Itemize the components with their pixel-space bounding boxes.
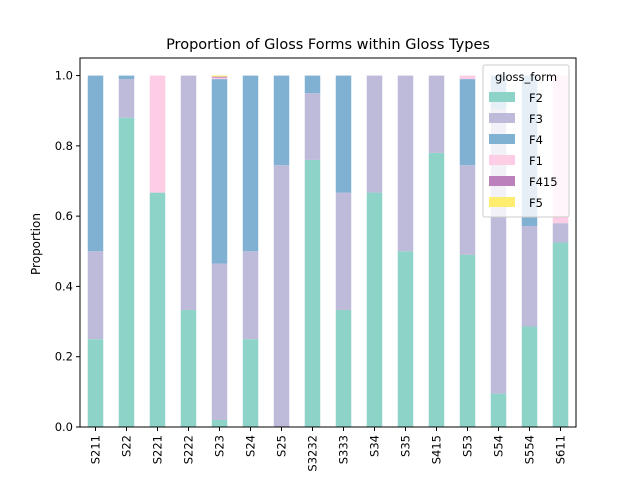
bar-segment-S3232-F2 (304, 159, 321, 427)
plot-frame (79, 57, 577, 428)
bar-segment-S24-F4 (242, 75, 259, 252)
bar-segment-S3232-F3 (304, 93, 321, 160)
bar-segment-S35-F3 (397, 75, 414, 252)
bar-segment-S3232-F4 (304, 75, 321, 94)
y-tick-label: 0.8 (55, 139, 73, 153)
bar-segment-S53-F4 (459, 79, 476, 166)
y-tick-label: 0.2 (55, 350, 73, 364)
bar-segment-S23-F2 (211, 419, 228, 427)
bar-segment-S554-F3 (521, 225, 538, 327)
legend-swatch-F1 (489, 155, 515, 165)
x-tick-label: S3232 (306, 435, 320, 472)
bar-segment-S23-F4 (211, 79, 228, 264)
bar-segment-S35-F2 (397, 251, 414, 427)
bar-segment-S221-F1 (149, 75, 166, 193)
x-tick-label: S221 (151, 435, 165, 464)
bar-segment-S333-F2 (335, 309, 352, 427)
bar-segment-S23-F5 (211, 75, 228, 77)
legend-label-F2: F2 (529, 91, 543, 105)
legend: gloss_form F2 F3 F4 F1 F415 F5 (482, 64, 570, 218)
legend-label-F1: F1 (529, 154, 543, 168)
bar-segment-S333-F4 (335, 75, 352, 193)
bar-segment-S53-F1 (459, 75, 476, 80)
bar-segment-S554-F2 (521, 326, 538, 427)
y-tick-label: 0.4 (55, 279, 73, 293)
bar-segment-S23-F3 (211, 263, 228, 420)
x-tick-label: S34 (368, 435, 382, 457)
bar-segment-S211-F2 (87, 339, 104, 427)
x-tick-label: S22 (120, 435, 134, 457)
legend-title: gloss_form (495, 70, 557, 84)
bar-segment-S34-F2 (366, 192, 383, 427)
bar-segment-S25-F3 (273, 165, 290, 427)
y-tick-label: 0.6 (55, 209, 73, 223)
bar-segment-S211-F3 (87, 251, 104, 340)
bar-segment-S211-F4 (87, 75, 104, 252)
x-tick-label: S211 (89, 435, 103, 464)
bar-segment-S222-F2 (180, 309, 197, 427)
axes-group: 0.0 0.2 0.4 0.6 0.8 1.0 S211 S22 S221 S222 S23 S24 S… (55, 57, 577, 472)
legend-swatch-F415 (489, 176, 515, 186)
bar-segment-S221-F2 (149, 192, 166, 427)
legend-swatch-F3 (489, 113, 515, 123)
y-axis-label: Proportion (29, 213, 43, 275)
legend-label-F415: F415 (529, 175, 558, 189)
bar-segment-S53-F2 (459, 254, 476, 427)
chart-title: Proportion of Gloss Forms within Gloss T… (166, 37, 490, 53)
x-tick-label: S222 (182, 435, 196, 464)
legend-swatch-F5 (489, 197, 515, 207)
y-tick-label: 0.0 (55, 420, 73, 434)
legend-swatch-F4 (489, 134, 515, 144)
legend-label-F5: F5 (529, 196, 543, 210)
legend-label-F3: F3 (529, 112, 543, 126)
bar-segment-S415-F2 (428, 152, 445, 427)
bar-segment-S611-F3 (552, 223, 569, 243)
bars-group (87, 75, 569, 427)
bar-segment-S24-F2 (242, 339, 259, 427)
bar-segment-S34-F3 (366, 75, 383, 193)
x-tick-label: S333 (337, 435, 351, 464)
bar-segment-S611-F2 (552, 242, 569, 427)
legend-label-F4: F4 (529, 133, 543, 147)
x-tick-label: S23 (213, 435, 227, 457)
x-tick-label: S24 (244, 435, 258, 457)
legend-swatch-F2 (489, 92, 515, 102)
bar-segment-S23-F1 (211, 77, 228, 80)
x-tick-label: S554 (523, 435, 537, 464)
bar-segment-S22-F4 (118, 75, 135, 80)
x-tick-label: S25 (275, 435, 289, 457)
bar-segment-S23-F415 (211, 76, 228, 78)
bar-segment-S53-F3 (459, 165, 476, 255)
x-tick-label: S35 (399, 435, 413, 457)
x-tick-label: S54 (492, 435, 506, 457)
bar-segment-S22-F3 (118, 79, 135, 118)
bar-segment-S24-F3 (242, 251, 259, 340)
bar-segment-S54-F2 (490, 393, 507, 427)
bar-segment-S333-F3 (335, 192, 352, 310)
bar-segment-S25-F4 (273, 75, 290, 166)
bar-segment-S22-F2 (118, 117, 135, 427)
x-tick-label: S415 (430, 435, 444, 464)
bar-segment-S415-F3 (428, 75, 445, 153)
x-tick-label: S53 (461, 435, 475, 457)
bar-segment-S222-F3 (180, 75, 197, 310)
y-tick-label: 1.0 (55, 69, 73, 83)
x-tick-label: S611 (554, 435, 568, 464)
